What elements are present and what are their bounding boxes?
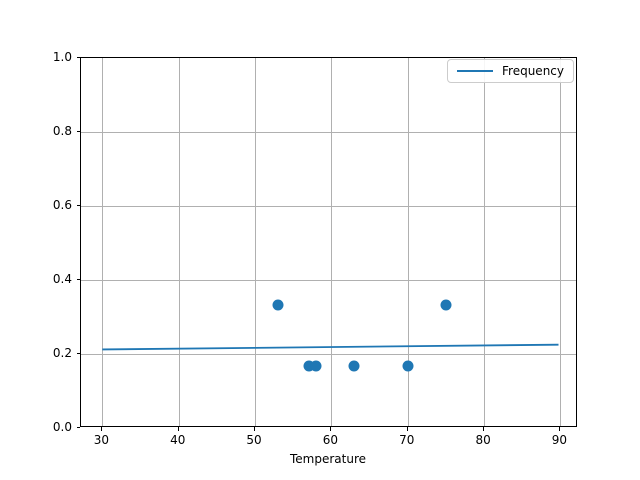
x-tick-label-70: 70 [399, 433, 415, 447]
x-tick-label-90: 90 [551, 433, 568, 447]
y-tick-label-0.2: 0.2 [52, 346, 72, 360]
data-point [402, 360, 414, 372]
legend[interactable]: Frequency [447, 59, 574, 83]
x-tick-mark-80 [483, 427, 485, 431]
plot-area: Frequency [80, 57, 577, 427]
x-tick-label-60: 60 [322, 433, 339, 447]
y-tick-label-0.0: 0.0 [52, 420, 72, 434]
gridline-x-80 [484, 58, 486, 426]
gridline-x-30 [102, 58, 104, 426]
x-tick-label-30: 30 [93, 433, 110, 447]
data-point [310, 360, 322, 372]
y-tick-mark-0.4 [76, 279, 80, 280]
y-tick-label-1.0: 1.0 [52, 50, 72, 64]
frequency-trend-line [102, 343, 559, 351]
gridline-x-70 [407, 58, 409, 426]
x-tick-mark-50 [254, 427, 256, 431]
legend-label-frequency: Frequency [502, 64, 564, 78]
x-tick-label-50: 50 [246, 433, 262, 447]
gridline-x-40 [178, 58, 180, 426]
data-point [440, 299, 452, 311]
gridline-x-60 [331, 58, 333, 426]
y-tick-label-0.6: 0.6 [52, 198, 72, 212]
x-tick-label-40: 40 [170, 433, 186, 447]
y-tick-mark-0.2 [76, 353, 80, 354]
gridline-y-0.6 [81, 206, 576, 207]
gridline-x-90 [560, 58, 562, 426]
data-point [303, 360, 314, 372]
x-tick-mark-30 [101, 427, 103, 431]
y-tick-mark-1.0 [76, 57, 80, 58]
y-tick-label-0.8: 0.8 [52, 124, 72, 138]
gridline-x-50 [255, 58, 257, 426]
gridline-y-0.4 [81, 280, 576, 281]
x-tick-mark-40 [177, 427, 179, 431]
x-tick-mark-90 [559, 427, 561, 431]
x-axis-label: Temperature [289, 452, 367, 466]
x-tick-label-80: 80 [475, 433, 491, 447]
line-Frequency [102, 343, 559, 351]
legend-line-swatch-frequency [457, 70, 493, 72]
y-tick-mark-0.0 [76, 427, 80, 428]
gridline-y-0.2 [81, 354, 576, 355]
data-point [348, 360, 360, 372]
data-point [272, 299, 284, 311]
x-tick-mark-60 [330, 427, 332, 431]
gridline-y-0.8 [81, 132, 576, 133]
y-tick-mark-0.8 [76, 131, 80, 132]
x-tick-mark-70 [406, 427, 408, 431]
y-tick-label-0.4: 0.4 [52, 272, 72, 286]
y-tick-mark-0.6 [76, 205, 80, 206]
